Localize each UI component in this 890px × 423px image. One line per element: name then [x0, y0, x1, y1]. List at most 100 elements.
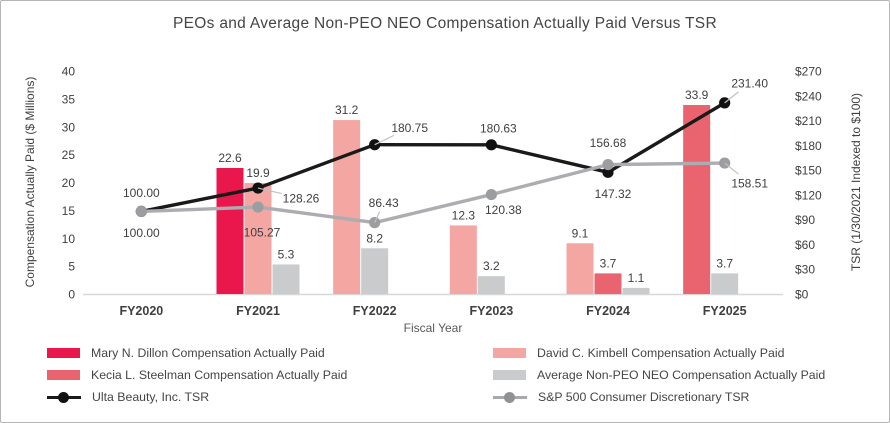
line-value-label: 120.38	[485, 203, 522, 217]
left-tick-label: 0	[68, 288, 75, 302]
label-leader-line	[374, 134, 395, 146]
x-category-label: FY2020	[119, 304, 163, 318]
line-marker	[602, 166, 614, 178]
bar	[711, 273, 739, 294]
left-tick-label: 10	[62, 232, 76, 246]
legend-item-label: Kecia L. Steelman Compensation Actually …	[91, 368, 348, 382]
combo-chart: 0510152025303540$0$30$60$90$120$150$180$…	[23, 65, 863, 336]
bar	[333, 120, 361, 294]
right-tick-label: $60	[795, 238, 815, 252]
bar-value-label: 3.7	[600, 256, 617, 270]
right-tick-label: $180	[795, 139, 822, 153]
line-value-label: 100.00	[123, 186, 160, 200]
legend-item: Ulta Beauty, Inc. TSR	[47, 386, 347, 408]
line-value-label: 105.27	[244, 226, 281, 240]
line-value-label: 86.43	[369, 196, 399, 210]
legend-item-label: S&P 500 Consumer Discretionary TSR	[538, 390, 750, 404]
line-value-label: 147.32	[595, 187, 632, 201]
legend-item: Average Non-PEO NEO Compensation Actuall…	[493, 364, 825, 386]
bar	[272, 264, 300, 294]
left-tick-label: 5	[68, 260, 75, 274]
x-category-label: FY2022	[353, 304, 397, 318]
line-value-label: 100.00	[123, 226, 160, 240]
right-tick-label: $0	[795, 288, 809, 302]
bar-value-label: 12.3	[452, 208, 476, 222]
right-tick-label: $150	[795, 164, 822, 178]
label-leader-line	[724, 162, 739, 175]
legend-column: Mary N. Dillon Compensation Actually Pai…	[47, 342, 347, 408]
left-tick-label: 35	[62, 92, 76, 106]
bar-value-label: 19.9	[246, 166, 270, 180]
chart-title: PEOs and Average Non-PEO NEO Compensatio…	[173, 15, 717, 32]
legend-bar-swatch-icon	[493, 348, 526, 358]
bar	[622, 287, 650, 294]
line-marker	[252, 201, 264, 213]
legend-line-swatch-icon	[493, 391, 527, 404]
left-tick-label: 20	[62, 176, 76, 190]
bar	[683, 105, 711, 294]
line-value-label: 158.51	[731, 177, 768, 191]
bar-value-label: 9.1	[572, 226, 589, 240]
right-tick-label: $240	[795, 89, 822, 103]
legend-item: Kecia L. Steelman Compensation Actually …	[47, 364, 347, 386]
bar	[566, 243, 594, 294]
bar-value-label: 33.9	[685, 88, 709, 102]
right-tick-label: $120	[795, 188, 822, 202]
bar	[216, 168, 244, 294]
bar-value-label: 3.2	[483, 259, 500, 273]
right-tick-label: $30	[795, 263, 815, 277]
bar	[449, 225, 477, 294]
line-marker	[485, 139, 497, 151]
right-axis-title: TSR (1/30/2021 Indexed to $100)	[849, 93, 863, 271]
line-value-label: 231.40	[731, 76, 768, 90]
legend-line-swatch-icon	[47, 391, 81, 404]
legend-item: David C. Kimbell Compensation Actually P…	[493, 342, 825, 364]
line-marker	[485, 188, 497, 201]
tsr-line	[140, 101, 726, 214]
legend-item: S&P 500 Consumer Discretionary TSR	[493, 386, 825, 408]
legend-bar-swatch-icon	[47, 348, 80, 358]
legend-item-label: Ulta Beauty, Inc. TSR	[92, 390, 210, 404]
line-value-label: 128.26	[283, 192, 320, 206]
x-category-label: FY2025	[703, 304, 747, 318]
legend-column: David C. Kimbell Compensation Actually P…	[493, 342, 825, 408]
right-tick-label: $210	[795, 114, 822, 128]
bar-value-label: 31.2	[335, 103, 359, 117]
bar	[361, 248, 389, 294]
bars	[216, 105, 739, 294]
bar-value-label: 3.7	[716, 256, 733, 270]
x-category-label: FY2023	[469, 304, 513, 318]
left-axis-title: Compensation Actually Paid ($ Millions)	[23, 77, 37, 288]
bar-value-label: 22.6	[218, 151, 242, 165]
bar-value-label: 5.3	[278, 247, 295, 261]
right-axis-ticks: $0 $30 $60 $90 $120 $150 $180 $210 $240 $270	[795, 65, 822, 302]
tsr-line	[141, 161, 725, 225]
right-tick-label: $270	[795, 65, 822, 79]
label-leader-line	[724, 91, 739, 104]
legend-bar-swatch-icon	[47, 370, 80, 380]
legend-item-label: Mary N. Dillon Compensation Actually Pai…	[91, 346, 325, 360]
line-value-label: 156.68	[590, 136, 627, 150]
right-tick-label: $90	[795, 213, 815, 227]
left-tick-label: 30	[62, 120, 76, 134]
bar-value-label: 1.1	[628, 271, 645, 285]
x-category-label: FY2021	[236, 304, 280, 318]
line-value-label: 180.75	[391, 121, 428, 135]
data-labels: 22.6 19.9 5.3 31.2 8.2 12.3 3.2 9.1 3.7 1.1 33.9 3.…	[123, 76, 768, 284]
legend-bar-swatch-icon	[493, 370, 526, 380]
line-value-label: 180.63	[480, 121, 517, 135]
legend-item: Mary N. Dillon Compensation Actually Pai…	[47, 342, 347, 364]
legend-item-label: David C. Kimbell Compensation Actually P…	[537, 346, 785, 360]
bar	[594, 273, 622, 294]
legend-item-label: Average Non-PEO NEO Compensation Actuall…	[537, 368, 826, 382]
label-leader-line	[374, 211, 381, 223]
bar-value-label: 8.2	[366, 231, 383, 245]
x-category-label: FY2024	[586, 304, 630, 318]
line-marker	[135, 205, 147, 218]
label-leader-line	[257, 187, 282, 195]
left-tick-label: 40	[62, 65, 76, 79]
x-axis-title: Fiscal Year	[404, 321, 463, 335]
bar	[477, 276, 505, 294]
left-axis-ticks: 0 5 10 15 20 25 30 35 40	[62, 65, 76, 302]
